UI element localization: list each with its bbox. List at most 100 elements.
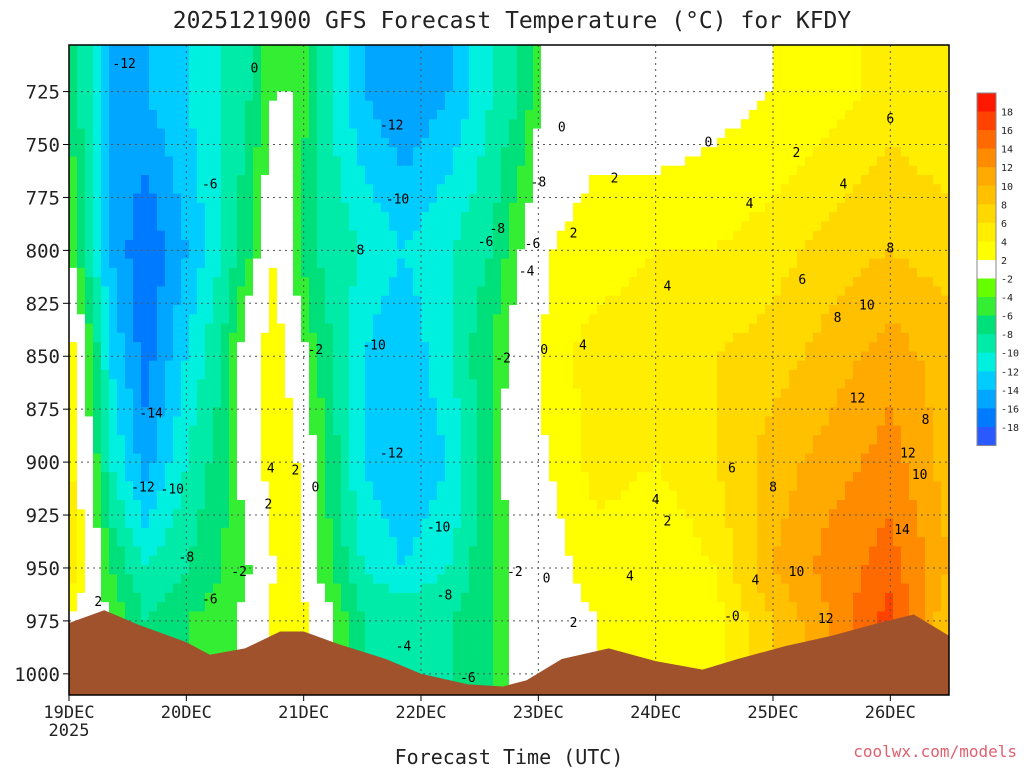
temperature-cell — [85, 72, 94, 83]
temperature-cell — [341, 490, 350, 501]
temperature-cell — [533, 370, 542, 380]
temperature-cell — [605, 110, 614, 120]
temperature-cell — [77, 230, 86, 241]
temperature-cell — [373, 119, 382, 130]
temperature-cell — [549, 82, 558, 93]
temperature-cell — [165, 370, 174, 380]
temperature-cell — [549, 45, 558, 55]
temperature-cell — [461, 370, 470, 380]
temperature-cell — [357, 397, 366, 408]
temperature-cell — [173, 240, 182, 250]
temperature-cell — [365, 295, 374, 306]
temperature-cell — [189, 444, 198, 455]
temperature-cell — [189, 119, 198, 130]
temperature-cell — [205, 351, 214, 362]
temperature-cell — [461, 388, 470, 399]
temperature-cell — [69, 240, 78, 250]
temperature-cell — [357, 472, 366, 483]
temperature-cell — [437, 175, 446, 185]
temperature-cell — [349, 156, 358, 167]
temperature-cell — [269, 518, 278, 529]
temperature-cell — [421, 602, 430, 613]
temperature-cell — [605, 332, 614, 343]
temperature-cell — [77, 407, 86, 418]
temperature-cell — [197, 630, 206, 640]
temperature-cell — [285, 202, 294, 213]
temperature-cell — [581, 407, 590, 418]
temperature-cell — [389, 342, 398, 353]
temperature-cell — [389, 147, 398, 158]
temperature-cell — [165, 137, 174, 148]
temperature-cell — [181, 481, 190, 492]
temperature-cell — [165, 481, 174, 492]
temperature-cell — [509, 137, 518, 148]
temperature-cell — [213, 212, 222, 223]
temperature-cell — [229, 602, 238, 613]
temperature-cell — [197, 277, 206, 288]
temperature-cell — [469, 462, 478, 473]
temperature-cell — [461, 574, 470, 585]
temperature-cell — [269, 388, 278, 399]
temperature-cell — [621, 527, 630, 538]
temperature-cell — [149, 332, 158, 343]
temperature-cell — [189, 565, 198, 575]
temperature-cell — [621, 221, 630, 232]
temperature-cell — [629, 258, 638, 269]
temperature-cell — [197, 416, 206, 427]
temperature-cell — [301, 565, 310, 575]
temperature-cell — [525, 500, 534, 510]
temperature-cell — [197, 119, 206, 130]
temperature-cell — [357, 583, 366, 594]
temperature-cell — [405, 574, 414, 585]
temperature-cell — [405, 611, 414, 622]
temperature-cell — [541, 82, 550, 93]
temperature-cell — [293, 537, 302, 548]
temperature-cell — [229, 63, 238, 74]
temperature-cell — [509, 119, 518, 130]
temperature-cell — [349, 286, 358, 297]
temperature-cell — [477, 360, 486, 371]
temperature-cell — [629, 565, 638, 575]
temperature-cell — [101, 221, 110, 232]
temperature-cell — [493, 527, 502, 538]
temperature-cell — [413, 221, 422, 232]
temperature-cell — [325, 295, 334, 306]
temperature-cell — [509, 147, 518, 158]
temperature-cell — [637, 175, 646, 185]
temperature-cell — [589, 45, 598, 55]
temperature-cell — [429, 555, 438, 566]
temperature-cell — [637, 137, 646, 148]
temperature-cell — [533, 267, 542, 278]
temperature-cell — [389, 258, 398, 269]
temperature-cell — [197, 91, 206, 102]
temperature-cell — [213, 286, 222, 297]
temperature-cell — [549, 546, 558, 557]
temperature-cell — [445, 630, 454, 640]
temperature-cell — [445, 370, 454, 380]
temperature-cell — [613, 360, 622, 371]
temperature-cell — [229, 546, 238, 557]
temperature-cell — [341, 518, 350, 529]
temperature-cell — [141, 370, 150, 380]
temperature-cell — [517, 54, 526, 65]
temperature-cell — [261, 342, 270, 353]
temperature-cell — [621, 295, 630, 306]
temperature-cell — [237, 472, 246, 483]
temperature-cell — [613, 583, 622, 594]
temperature-cell — [565, 240, 574, 250]
temperature-cell — [221, 128, 230, 139]
temperature-cell — [341, 370, 350, 380]
temperature-cell — [85, 82, 94, 93]
temperature-cell — [213, 277, 222, 288]
temperature-cell — [373, 63, 382, 74]
temperature-cell — [261, 249, 270, 260]
temperature-cell — [397, 165, 406, 176]
temperature-cell — [221, 82, 230, 93]
temperature-cell — [461, 165, 470, 176]
temperature-cell — [437, 546, 446, 557]
temperature-cell — [197, 82, 206, 93]
temperature-cell — [389, 212, 398, 223]
temperature-cell — [309, 91, 318, 102]
temperature-cell — [397, 565, 406, 575]
temperature-cell — [557, 416, 566, 427]
